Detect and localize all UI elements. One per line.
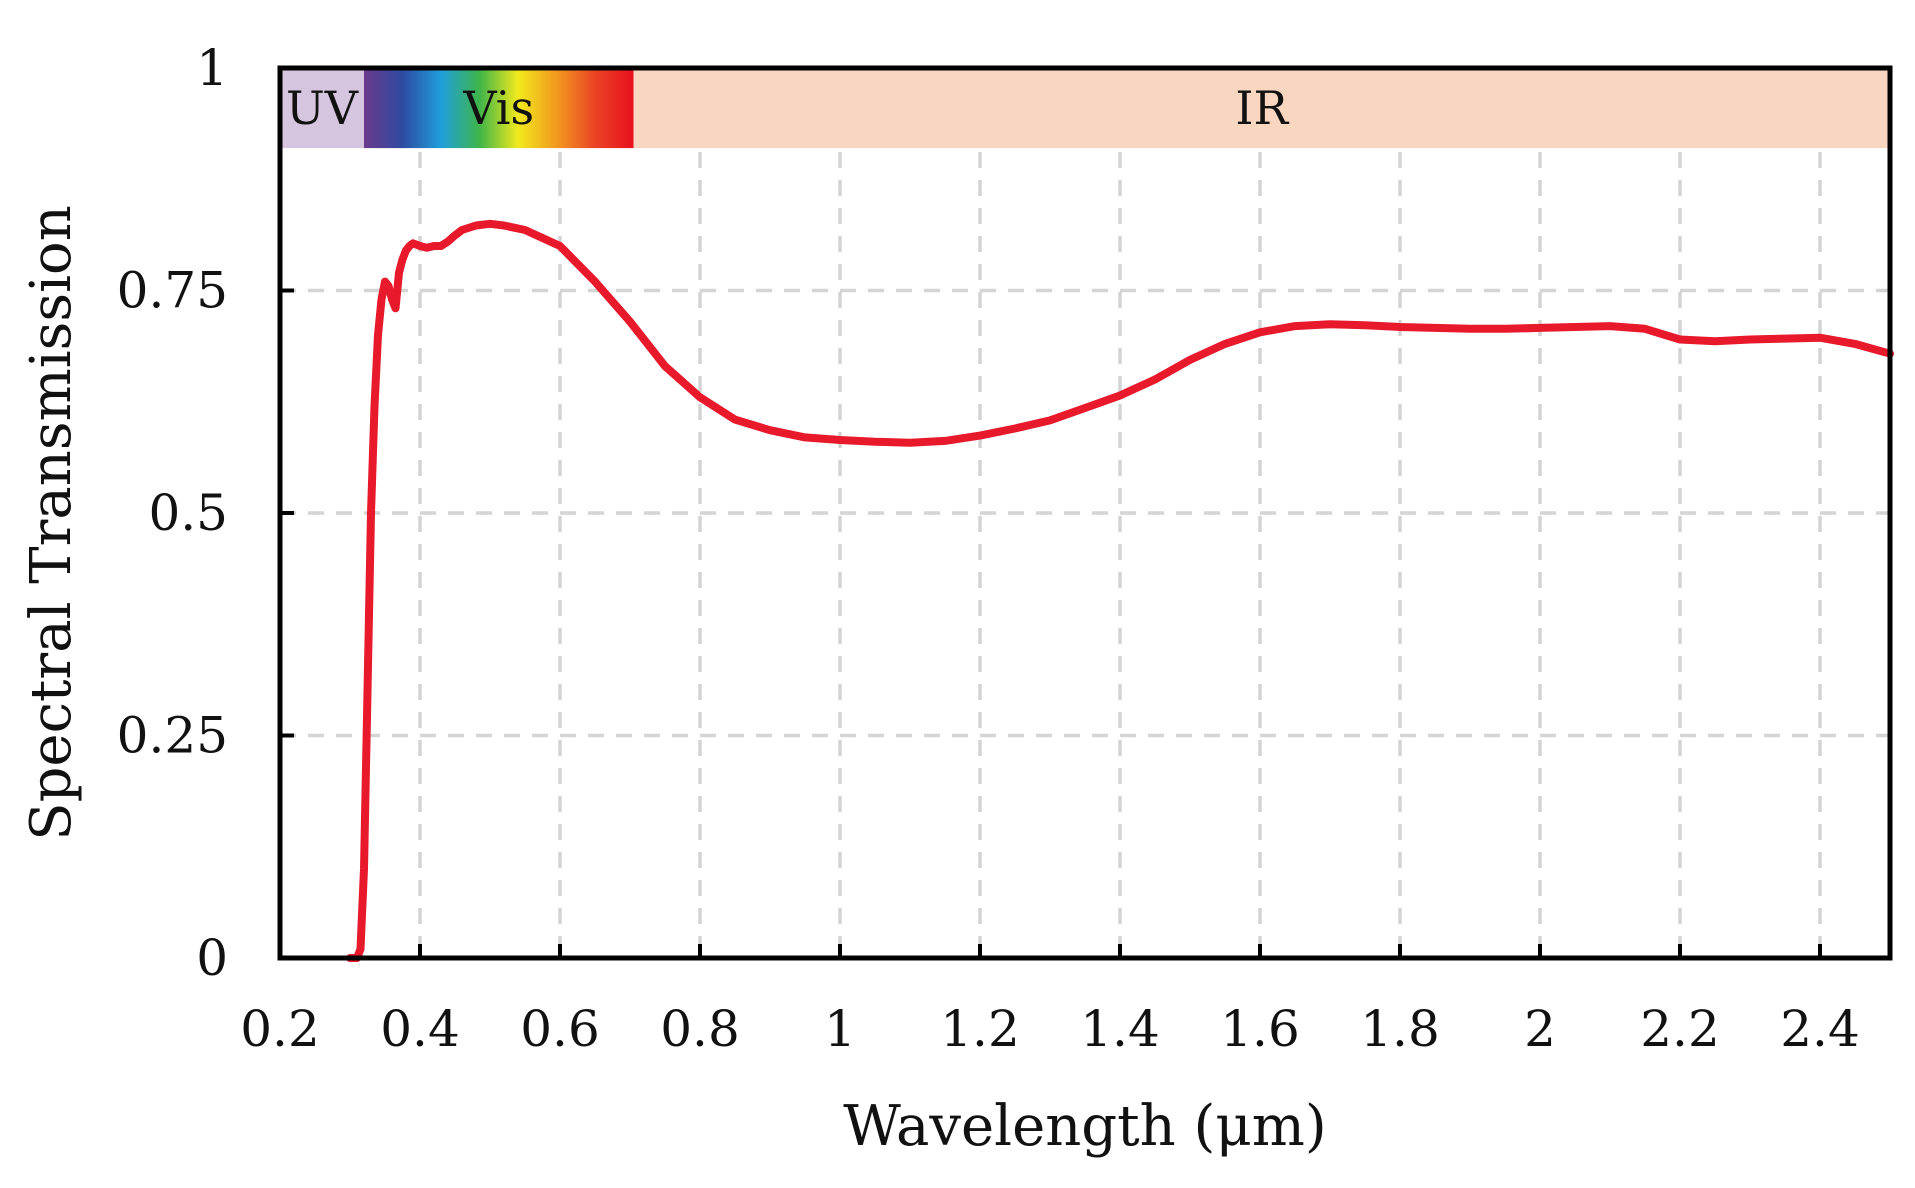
band-vis — [364, 68, 634, 149]
x-tick-label: 0.8 — [660, 1000, 740, 1058]
y-tick-label: 0.25 — [117, 707, 228, 765]
x-tick-label: 2.2 — [1640, 1000, 1720, 1058]
x-tick-label: 0.2 — [240, 1000, 320, 1058]
band-label-uv: UV — [286, 81, 359, 135]
x-tick-label: 0.6 — [520, 1000, 600, 1058]
x-tick-label: 2 — [1524, 1000, 1556, 1058]
y-tick-label: 1 — [196, 39, 228, 97]
y-tick-label: 0.5 — [148, 484, 228, 542]
y-tick-label: 0.75 — [117, 262, 228, 320]
grid — [280, 68, 1890, 958]
x-tick-label: 1.4 — [1080, 1000, 1160, 1058]
axis-ticks: 0.2 0.4 0.6 0.8 1 1.2 1.4 1.6 1.8 2 2.2 2.4 0 0.25 0.5… — [117, 39, 1860, 1058]
x-tick-label: 1.2 — [940, 1000, 1020, 1058]
x-tick-label: 2.4 — [1780, 1000, 1860, 1058]
series-line-0 — [346, 219, 1894, 962]
spectral-bands: UV Vis IR — [280, 68, 1890, 149]
plot-frame — [277, 65, 1893, 961]
x-tick-label: 1 — [824, 1000, 856, 1058]
band-uv — [280, 68, 364, 149]
y-axis-title: Spectral Transmission — [19, 205, 84, 841]
band-label-vis: Vis — [462, 81, 534, 135]
x-tick-label: 1.8 — [1360, 1000, 1440, 1058]
band-label-ir: IR — [1235, 81, 1289, 135]
x-tick-label: 0.4 — [380, 1000, 460, 1058]
x-axis-title: Wavelength (μm) — [843, 1094, 1326, 1159]
series-layer — [346, 219, 1894, 962]
band-ir — [633, 68, 1890, 149]
x-tick-label: 1.6 — [1220, 1000, 1300, 1058]
y-tick-label: 0 — [196, 929, 228, 987]
